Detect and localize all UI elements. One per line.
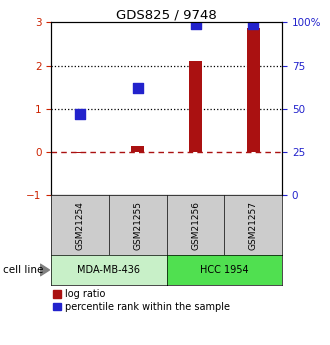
Text: GSM21255: GSM21255 — [133, 200, 142, 250]
Point — [251, 21, 256, 27]
Polygon shape — [40, 264, 50, 276]
Text: GSM21256: GSM21256 — [191, 200, 200, 250]
Bar — [247, 28, 260, 152]
Text: GSM21257: GSM21257 — [249, 200, 258, 250]
Text: MDA-MB-436: MDA-MB-436 — [78, 265, 140, 275]
Title: GDS825 / 9748: GDS825 / 9748 — [116, 8, 217, 21]
Bar — [189, 61, 202, 152]
Text: HCC 1954: HCC 1954 — [200, 265, 249, 275]
Bar — [131, 146, 144, 152]
Text: cell line: cell line — [3, 265, 44, 275]
Text: GSM21254: GSM21254 — [76, 201, 84, 249]
Legend: log ratio, percentile rank within the sample: log ratio, percentile rank within the sa… — [53, 289, 230, 312]
Point — [193, 21, 198, 27]
Point — [135, 85, 140, 91]
Point — [77, 111, 82, 117]
